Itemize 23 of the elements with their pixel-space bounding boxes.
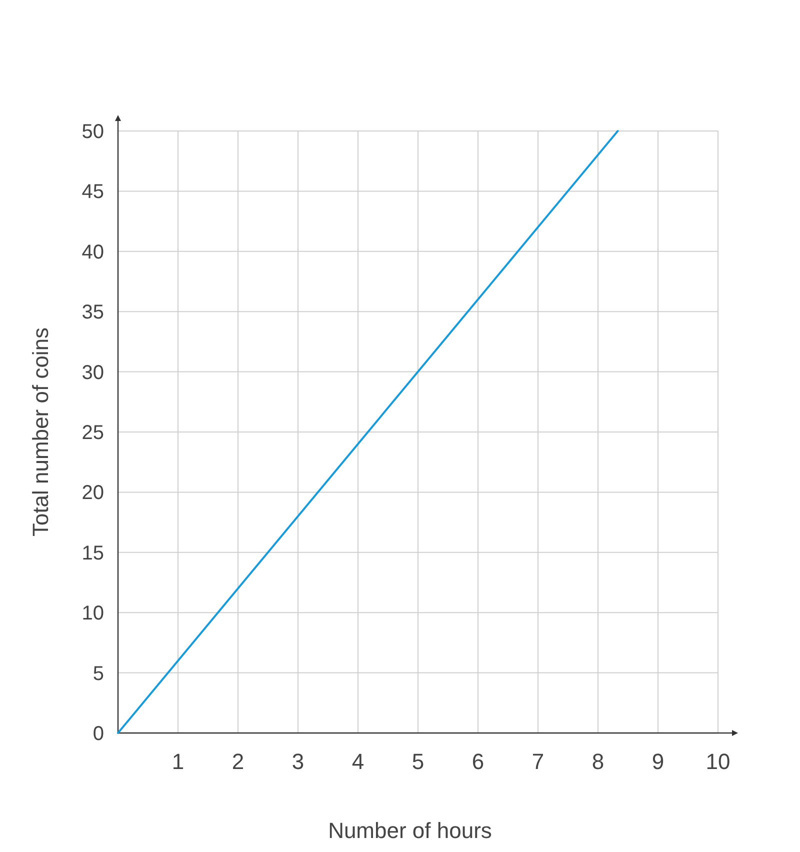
y-axis-title: Total number of coins xyxy=(28,327,53,537)
y-tick-label: 30 xyxy=(82,362,104,384)
x-tick-label: 7 xyxy=(532,749,544,774)
y-tick-label: 40 xyxy=(82,241,104,264)
x-tick-label: 4 xyxy=(352,749,364,774)
x-tick-label: 6 xyxy=(472,749,484,774)
y-tick-label: 20 xyxy=(82,482,104,504)
x-tick-label: 10 xyxy=(706,749,730,774)
x-tick-label: 8 xyxy=(592,749,604,774)
x-tick-label: 3 xyxy=(292,749,304,774)
y-tick-label: 15 xyxy=(82,542,104,564)
x-tick-label: 1 xyxy=(172,749,184,774)
x-tick-label: 2 xyxy=(232,749,244,774)
x-tick-label: 9 xyxy=(652,749,664,774)
x-axis-title: Number of hours xyxy=(328,818,492,843)
y-tick-label: 0 xyxy=(92,723,104,745)
y-tick-label: 35 xyxy=(82,302,104,324)
y-tick-label: 5 xyxy=(92,662,104,685)
y-tick-label: 50 xyxy=(82,121,104,143)
y-tick-label: 10 xyxy=(82,602,104,625)
y-tick-label: 45 xyxy=(82,181,104,204)
x-tick-label: 5 xyxy=(412,749,424,774)
y-tick-label: 25 xyxy=(82,422,104,444)
